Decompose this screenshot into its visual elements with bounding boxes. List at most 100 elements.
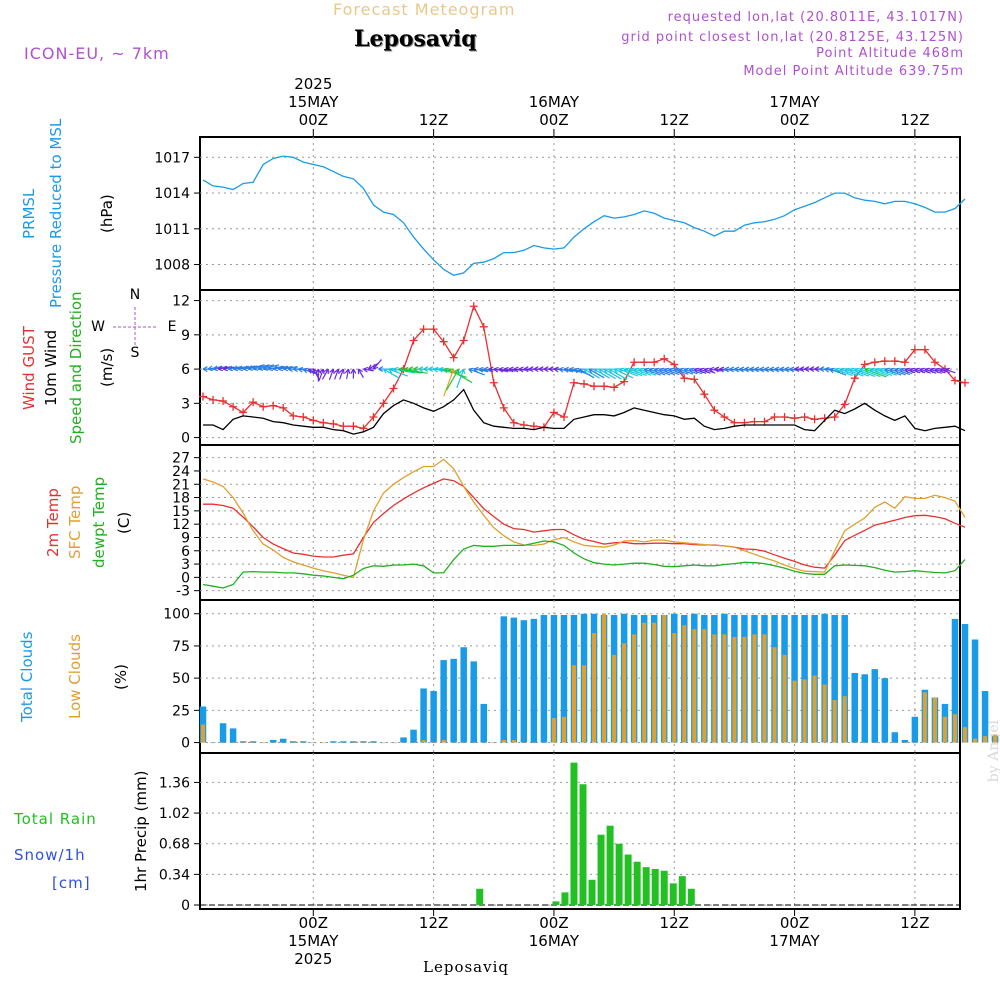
wind-arrow-head <box>939 367 945 370</box>
wind-arrow-head <box>904 368 909 374</box>
total-cloud-bar <box>971 639 979 743</box>
gust-marker <box>199 392 208 401</box>
wind-arrow-shaft <box>603 368 622 380</box>
y-tick-label: 1017 <box>154 150 190 166</box>
wind-arrow-head <box>488 368 494 373</box>
low-cloud-bar <box>301 742 306 744</box>
wind-arrow <box>588 368 605 379</box>
precip-bar <box>561 892 569 905</box>
low-cloud-bar <box>311 742 316 744</box>
gust-marker <box>600 382 609 391</box>
low-cloud-bar <box>291 742 296 744</box>
gust-marker <box>299 413 308 422</box>
low-cloud-bar <box>251 742 256 744</box>
wind-arrow-head <box>744 366 750 370</box>
wind-arrow-head <box>347 368 351 375</box>
wind-arrow-head <box>563 368 569 373</box>
wind-arrow <box>623 367 643 377</box>
wind-arrow-head <box>934 368 939 374</box>
wind-arrow <box>318 368 325 382</box>
low-cloud-bar <box>762 634 767 743</box>
wind-arrow <box>909 367 921 374</box>
wind-arrow-head <box>278 368 284 372</box>
precip-bar <box>476 888 484 905</box>
wind-arrow-head <box>339 368 344 373</box>
precipitation-label-2: [cm] <box>52 874 91 892</box>
time-label: 12Z <box>900 914 930 932</box>
wind-arrow <box>608 368 628 381</box>
wind-arrow <box>854 367 876 377</box>
gust-marker <box>529 422 538 431</box>
wind-arrow-shaft <box>393 368 416 374</box>
wind-arrow-head <box>809 368 815 372</box>
wind-arrow-head <box>844 367 850 370</box>
gust-marker <box>790 414 799 423</box>
gust-marker <box>710 406 719 415</box>
wind-arrow-head <box>468 368 473 374</box>
gust-marker <box>489 378 498 387</box>
low-cloud-bar <box>491 742 496 744</box>
wind-arrow-head <box>523 368 529 372</box>
wind-arrow-head <box>478 366 484 370</box>
total-cloud-bar <box>791 615 798 743</box>
wind-arrow-head <box>533 368 539 372</box>
wind-arrow-head <box>879 367 885 370</box>
wind-arrow-head <box>378 368 384 372</box>
gust-marker <box>860 360 869 369</box>
total-cloud-bar <box>911 716 919 743</box>
wind-arrow-shaft <box>944 368 956 374</box>
gust-marker <box>810 415 819 424</box>
wind-arrow-head <box>344 368 349 374</box>
wind-arrow-head <box>834 368 839 374</box>
wind-arrow-head <box>227 365 233 370</box>
wind-arrow-shaft <box>854 368 876 377</box>
wind-arrow-head <box>459 368 465 373</box>
wind-arrow-shaft <box>904 368 916 374</box>
gust-marker <box>449 353 458 362</box>
wind-arrow-head <box>678 368 684 374</box>
wind-arrow-shaft <box>613 368 634 379</box>
gust-marker <box>850 374 859 383</box>
time-label: 12Z <box>659 111 689 129</box>
precip-bar <box>552 901 560 905</box>
wind-arrow-head <box>423 366 429 370</box>
wind-arrow-head <box>603 368 608 374</box>
compass-west: W <box>91 319 105 335</box>
gust-marker <box>259 402 268 411</box>
total-cloud-bar <box>300 741 307 743</box>
wind-arrow-head <box>754 366 760 370</box>
wind-arrow-head <box>639 367 645 370</box>
panel-frame-temperature <box>199 444 961 601</box>
gust-marker <box>830 413 839 422</box>
gust-marker <box>549 408 558 417</box>
wind-arrow-head <box>899 368 904 374</box>
low-cloud-bar <box>822 684 827 743</box>
wind-arrow-head <box>729 366 735 370</box>
wind-arrow-shaft <box>372 359 382 370</box>
wind-arrow-head <box>634 367 640 370</box>
total-cloud-bar <box>410 729 417 743</box>
y-tick-label: -3 <box>176 584 190 600</box>
wind-arrow-shaft <box>598 368 616 380</box>
time-label: 00Z <box>779 111 810 129</box>
low-cloud-bar <box>261 742 266 744</box>
wind-arrow-head <box>267 368 274 372</box>
temperature-series-2 <box>202 540 966 589</box>
y-tick-label: 27 <box>172 451 190 467</box>
wind-arrow-shaft <box>443 368 455 397</box>
gust-marker <box>569 378 578 387</box>
y-tick-label: 12 <box>172 294 190 310</box>
wind-arrow-head <box>849 367 855 370</box>
wind-arrow-head <box>719 366 725 370</box>
wind-arrow-head <box>618 368 623 374</box>
wind-arrow-head <box>282 365 288 370</box>
wind-series-1 <box>203 388 966 435</box>
wind-arrow-head <box>654 367 660 370</box>
y-tick-label: 1011 <box>154 222 190 238</box>
wind-arrow-head <box>884 367 890 370</box>
wind-arrow-head <box>543 366 549 370</box>
wind-arrow-head <box>262 365 268 370</box>
wind-arrow-head <box>498 368 504 373</box>
gust-marker <box>349 422 358 431</box>
wind-arrow-head <box>212 368 218 372</box>
